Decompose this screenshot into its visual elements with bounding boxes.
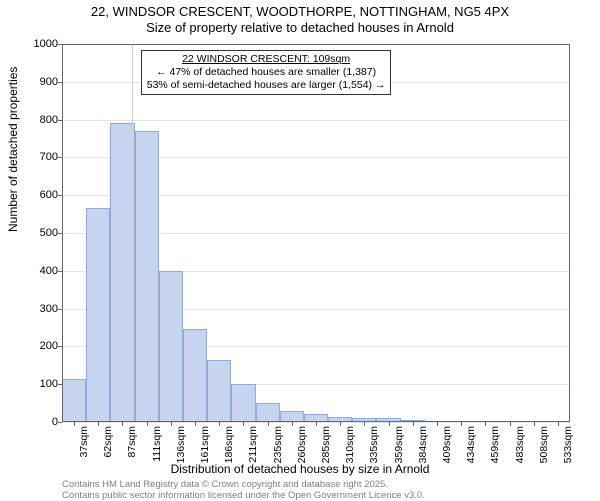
x-tick-mark [171,422,172,426]
y-tick-mark [58,271,62,272]
y-tick-label: 900 [18,76,58,88]
histogram-bar [304,414,328,422]
y-tick-label: 500 [18,227,58,239]
x-tick-label: 235sqm [272,426,284,463]
x-tick-label: 459sqm [489,426,501,463]
x-tick-mark [340,422,341,426]
y-tick-label: 600 [18,189,58,201]
x-tick-label: 186sqm [223,426,235,463]
x-tick-mark [485,422,486,426]
x-tick-mark [389,422,390,426]
x-tick-mark [122,422,123,426]
histogram-bar [280,411,304,422]
gridline [62,44,570,45]
x-tick-label: 211sqm [247,426,259,463]
x-tick-label: 285sqm [320,426,332,463]
x-tick-label: 62sqm [102,426,114,458]
x-tick-mark [147,422,148,426]
y-tick-mark [58,422,62,423]
x-tick-label: 260sqm [296,426,308,463]
x-tick-mark [74,422,75,426]
x-tick-label: 434sqm [465,426,477,463]
x-tick-label: 483sqm [514,426,526,463]
x-tick-mark [461,422,462,426]
y-tick-label: 700 [18,151,58,163]
histogram-bar [62,379,86,422]
y-tick-mark [58,346,62,347]
histogram-bar [231,384,255,422]
x-tick-mark [98,422,99,426]
y-tick-mark [58,195,62,196]
y-tick-label: 1000 [18,38,58,50]
x-tick-label: 87sqm [126,426,138,458]
x-axis-label: Distribution of detached houses by size … [0,462,600,476]
x-tick-mark [413,422,414,426]
x-tick-mark [243,422,244,426]
x-tick-mark [534,422,535,426]
y-tick-mark [58,120,62,121]
annotation-line: 53% of semi-detached houses are larger (… [147,79,386,92]
footnote-line-1: Contains HM Land Registry data © Crown c… [62,479,388,490]
y-tick-label: 0 [18,416,58,428]
x-tick-label: 359sqm [393,426,405,463]
annotation-box: 22 WINDSOR CRESCENT: 109sqm← 47% of deta… [141,50,392,95]
gridline [62,120,570,121]
x-tick-mark [316,422,317,426]
y-tick-mark [58,384,62,385]
chart-title: 22, WINDSOR CRESCENT, WOODTHORPE, NOTTIN… [0,4,600,35]
histogram-bar [159,271,183,422]
title-line-1: 22, WINDSOR CRESCENT, WOODTHORPE, NOTTIN… [0,4,600,19]
x-tick-label: 533sqm [562,426,574,463]
y-axis-label: Number of detached properties [6,67,20,232]
x-tick-label: 111sqm [151,426,163,462]
x-tick-mark [219,422,220,426]
y-tick-label: 300 [18,303,58,315]
x-tick-mark [558,422,559,426]
histogram-bar [207,360,231,422]
x-tick-label: 409sqm [441,426,453,463]
y-tick-label: 200 [18,340,58,352]
title-line-2: Size of property relative to detached ho… [0,20,600,35]
x-tick-label: 136sqm [175,426,187,463]
y-tick-mark [58,82,62,83]
x-tick-label: 37sqm [78,426,90,458]
footnote-line-2: Contains public sector information licen… [62,490,425,501]
reference-line [132,44,133,422]
x-tick-mark [195,422,196,426]
x-tick-mark [510,422,511,426]
histogram-bar [135,131,159,422]
histogram-bar [256,403,280,422]
x-tick-mark [364,422,365,426]
x-tick-label: 384sqm [417,426,429,463]
y-tick-mark [58,309,62,310]
x-tick-label: 508sqm [538,426,550,463]
x-tick-mark [437,422,438,426]
y-tick-mark [58,233,62,234]
histogram-bar [183,329,207,422]
x-tick-label: 335sqm [368,426,380,463]
x-tick-label: 161sqm [199,426,211,463]
y-tick-label: 100 [18,378,58,390]
y-tick-label: 400 [18,265,58,277]
histogram-bar [86,208,110,422]
y-tick-mark [58,157,62,158]
y-tick-mark [58,44,62,45]
annotation-line: ← 47% of detached houses are smaller (1,… [147,66,386,79]
plot-area: 22 WINDSOR CRESCENT: 109sqm← 47% of deta… [62,44,570,422]
y-tick-label: 800 [18,114,58,126]
annotation-line: 22 WINDSOR CRESCENT: 109sqm [147,53,386,66]
histogram-bar [110,123,134,422]
x-tick-mark [268,422,269,426]
x-tick-mark [292,422,293,426]
x-tick-label: 310sqm [344,426,356,463]
